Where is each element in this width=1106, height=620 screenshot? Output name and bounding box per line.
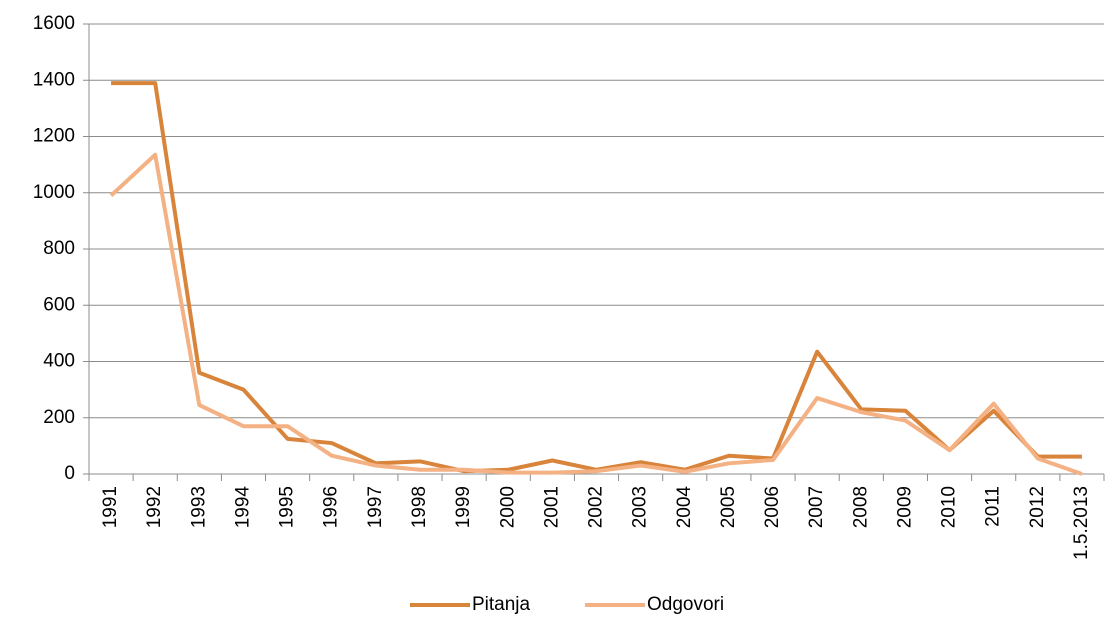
x-tick-label: 2004	[674, 486, 695, 529]
x-tick-label: 2001	[541, 486, 562, 528]
x-tick-label: 1993	[188, 486, 209, 528]
x-tick-label: 2011	[983, 486, 1004, 527]
y-tick-label: 600	[43, 294, 75, 315]
series-line	[109, 152, 1083, 476]
x-tick-label: 2005	[718, 486, 739, 528]
x-tick-label: 1995	[277, 486, 298, 528]
x-tick-label: 2012	[1027, 486, 1048, 528]
x-tick-label: 1999	[453, 486, 474, 528]
x-tick-label: 2010	[939, 486, 960, 528]
y-tick-label: 0	[64, 463, 75, 484]
x-tick-label: 1994	[232, 486, 253, 529]
x-tick-label: 2008	[850, 486, 871, 528]
y-tick-label: 400	[43, 351, 75, 372]
y-tick-label: 1400	[33, 69, 75, 90]
x-tick-label: 1992	[144, 486, 165, 528]
x-tick-label: 1991	[100, 486, 121, 528]
x-tick-label: 1.5.2013	[1071, 486, 1092, 560]
x-tick-label: 2003	[630, 486, 651, 528]
series-line	[111, 81, 1082, 474]
legend-label: Pitanja	[472, 594, 531, 615]
y-tick-label: 800	[43, 238, 75, 259]
legend-label: Odgovori	[647, 594, 724, 615]
y-tick-label: 1600	[33, 13, 75, 34]
x-tick-label: 2000	[497, 486, 518, 528]
x-tick-label: 2009	[894, 486, 915, 528]
x-tick-label: 1996	[321, 486, 342, 528]
x-tick-label: 2006	[762, 486, 783, 528]
y-tick-label: 1200	[33, 126, 75, 147]
x-tick-label: 1997	[365, 486, 386, 528]
y-tick-label: 200	[43, 407, 75, 428]
x-tick-label: 2007	[806, 486, 827, 528]
x-tick-label: 2002	[586, 486, 607, 528]
y-tick-label: 1000	[33, 182, 75, 203]
x-tick-label: 1998	[409, 486, 430, 528]
